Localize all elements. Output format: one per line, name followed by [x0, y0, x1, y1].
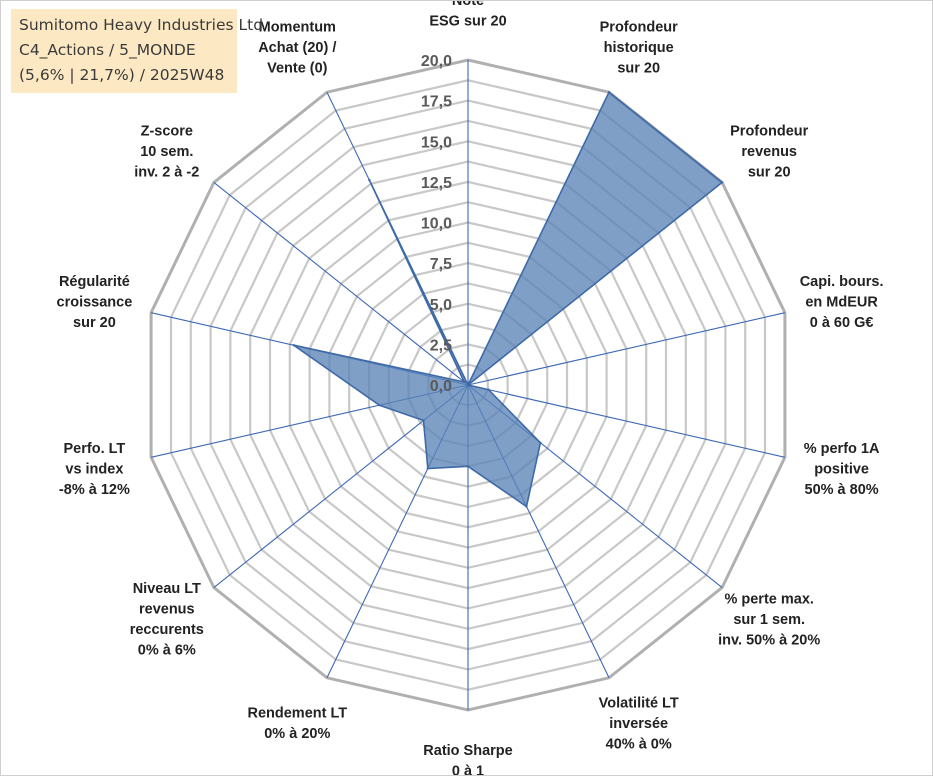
radial-tick-label: 12,5: [421, 175, 452, 192]
axis-label-line: reccurents: [130, 622, 204, 638]
axis-label: % perfo 1A positive 50% à 80%: [804, 441, 880, 498]
axis-label: % perte max. sur 1 sem. inv. 50% à 20%: [718, 591, 820, 648]
axis-label-line: inversée: [609, 716, 668, 732]
axis-label: Régularité croissance sur 20: [57, 274, 133, 331]
axis-label-line: Note: [452, 1, 484, 9]
axis-label-line: Ratio Sharpe: [423, 743, 512, 759]
axis-label-line: positive: [814, 461, 869, 477]
series-layer: [292, 90, 724, 508]
axis-label-line: 0 à 1: [452, 763, 484, 775]
data-point: [466, 383, 470, 387]
axis-label-line: 10 sem.: [140, 144, 193, 160]
data-point: [466, 465, 470, 468]
axis-label-line: historique: [604, 40, 674, 56]
data-point: [720, 181, 724, 184]
chart-title-box: Sumitomo Heavy Industries Ltd C4_Actions…: [11, 9, 264, 93]
radial-tick-label: 7,5: [430, 256, 452, 273]
axis-label-line: Profondeur: [600, 20, 678, 36]
axis-label-line: % perfo 1A: [804, 441, 880, 457]
axis-label-line: Volatilité LT: [599, 695, 679, 711]
data-point: [292, 344, 295, 347]
data-point: [487, 388, 490, 391]
chart-subtitle-category: C4_Actions / 5_MONDE: [19, 41, 196, 59]
data-point: [422, 419, 425, 422]
axis-label-line: ESG sur 20: [429, 13, 506, 29]
axis-label-line: 0% à 20%: [264, 726, 330, 742]
axis-label-line: Z-score: [141, 124, 193, 140]
tick-layer: 0,0 2,5 5,0 7,5 10,0 12,5 15,0 17,5 20,0: [421, 53, 452, 395]
axis-label: Perfo. LT vs index -8% à 12%: [59, 441, 130, 498]
axis-label-line: Vente (0): [267, 61, 328, 77]
axis-label-line: inv. 50% à 20%: [718, 632, 820, 648]
axis-label-line: Capi. bours.: [800, 274, 884, 290]
label-layer: Note ESG sur 20 Profondeur historique sur 20…: [57, 1, 884, 775]
axis-label: Z-score 10 sem. inv. 2 à -2: [134, 124, 199, 181]
axis-spoke: [467, 384, 786, 458]
axis-label-line: Rendement LT: [247, 706, 347, 722]
axis-label-line: sur 1 sem.: [733, 612, 805, 628]
data-point: [525, 505, 528, 508]
data-point: [607, 91, 611, 94]
data-point: [426, 467, 429, 470]
axis-label-line: revenus: [139, 602, 195, 618]
axis-label-line: revenus: [741, 144, 797, 160]
axis-label: Momentum Achat (20) / Vente (0): [258, 20, 336, 77]
axis-label: Note ESG sur 20: [429, 1, 506, 29]
data-point: [539, 441, 542, 444]
axis-label-line: sur 20: [73, 315, 116, 331]
axis-label-line: -8% à 12%: [59, 482, 130, 498]
axis-label: Capi. bours. en MdEUR 0 à 60 G€: [800, 274, 884, 331]
radial-tick-label: 20,0: [421, 53, 452, 70]
axis-label-line: inv. 2 à -2: [134, 165, 199, 181]
axis-label-line: 0 à 60 G€: [810, 315, 874, 331]
axis-label-line: Profondeur: [730, 124, 808, 140]
axis-spoke: [467, 312, 786, 386]
data-point: [378, 404, 381, 407]
chart-subtitle-stats: (5,6% | 21,7%) / 2025W48: [19, 66, 225, 84]
axis-label: Ratio Sharpe 0 à 1: [423, 743, 512, 775]
axis-label-line: vs index: [65, 461, 123, 477]
axis-label-line: % perte max.: [724, 591, 813, 607]
axis-label: Niveau LT revenus reccurents 0% à 6%: [130, 581, 204, 659]
axis-label-line: sur 20: [617, 61, 660, 77]
series-area: [293, 90, 724, 508]
axis-label-line: Achat (20) /: [258, 40, 336, 56]
axis-spoke: [213, 181, 469, 386]
chart-title: Sumitomo Heavy Industries Ltd: [19, 16, 264, 34]
axis-label-line: Niveau LT: [133, 581, 201, 597]
axis-label-line: Perfo. LT: [64, 441, 126, 457]
axis-label: Profondeur revenus sur 20: [730, 124, 808, 181]
axis-label-line: Régularité: [59, 274, 130, 290]
data-point: [368, 178, 371, 182]
data-point: [463, 380, 466, 384]
axis-label-line: 50% à 80%: [805, 482, 879, 498]
axis-label-line: 0% à 6%: [138, 643, 196, 659]
axis-label-line: sur 20: [748, 165, 791, 181]
axis-label: Volatilité LT inversée 40% à 0%: [599, 695, 679, 752]
axis-label-line: 40% à 0%: [606, 736, 672, 752]
axis-label: Rendement LT 0% à 20%: [247, 706, 347, 743]
radial-tick-label: 5,0: [430, 297, 452, 314]
axis-label: Profondeur historique sur 20: [600, 20, 678, 77]
axis-label-line: croissance: [57, 295, 133, 311]
axis-label-line: Momentum: [259, 20, 336, 36]
radial-tick-label: 2,5: [430, 337, 452, 354]
axis-label-line: en MdEUR: [805, 295, 878, 311]
radial-tick-label: 10,0: [421, 216, 452, 233]
radial-tick-label: 17,5: [421, 94, 452, 111]
radial-tick-label: 15,0: [421, 134, 452, 151]
radial-tick-label: 0,0: [430, 378, 452, 395]
